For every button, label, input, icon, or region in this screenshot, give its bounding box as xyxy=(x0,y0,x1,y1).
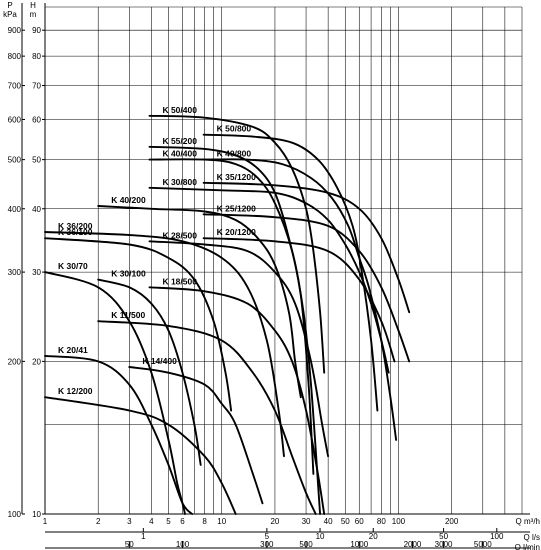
curve-k-50-800 xyxy=(202,133,379,412)
q-ls-tick-label-50: 50 xyxy=(439,532,448,541)
q-m3h-tick-label-10: 10 xyxy=(217,517,226,526)
curve-layer xyxy=(44,114,411,515)
q-m3h-tick-label-8: 8 xyxy=(202,517,207,526)
p-tick-label-500: 500 xyxy=(8,156,22,165)
curve-label-k-14-400: K 14/400 xyxy=(142,356,177,366)
q-m3h-unit-label: Q m³/h xyxy=(516,517,540,526)
p-unit-sub: kPa xyxy=(3,10,17,19)
curve-label-k-25-1200: K 25/1200 xyxy=(217,203,256,213)
curve-label-k-35-1200: K 35/1200 xyxy=(217,172,256,182)
h-tick-label-90: 90 xyxy=(32,26,41,35)
p-tick-label-400: 400 xyxy=(8,205,22,214)
p-tick-label-900: 900 xyxy=(8,26,22,35)
curve-k-36-200 xyxy=(44,231,285,458)
q-m3h-tick-label-60: 60 xyxy=(355,517,364,526)
q-ls-tick-label-5: 5 xyxy=(265,532,270,541)
q-m3h-tick-label-6: 6 xyxy=(180,517,185,526)
curve-k-12-200 xyxy=(44,396,237,515)
curve-label-k-18-500: K 18/500 xyxy=(162,276,197,286)
q-m3h-tick-label-4: 4 xyxy=(149,517,154,526)
curve-label-k-40-400: K 40/400 xyxy=(162,149,197,159)
p-tick-label-800: 800 xyxy=(8,52,22,61)
h-tick-label-60: 60 xyxy=(32,115,41,124)
curve-k-35-1200 xyxy=(202,181,411,314)
curve-k-36-100 xyxy=(44,237,233,412)
p-tick-label-100: 100 xyxy=(8,510,22,519)
q-lmin-tick-label-1000: 1000 xyxy=(350,540,368,549)
q-m3h-tick-label-5: 5 xyxy=(166,517,171,526)
curve-label-k-50-400: K 50/400 xyxy=(162,105,197,115)
p-tick-label-300: 300 xyxy=(8,268,22,277)
q-ls-tick-label-100: 100 xyxy=(490,532,504,541)
curve-label-k-28-500: K 28/500 xyxy=(162,230,197,240)
curve-label-k-12-200: K 12/200 xyxy=(58,386,93,396)
curve-k-14-400 xyxy=(128,366,264,505)
p-tick-label-600: 600 xyxy=(8,115,22,124)
h-unit-label: H xyxy=(30,1,36,10)
q-ls-tick-label-20: 20 xyxy=(369,532,378,541)
q-lmin-tick-label-3000: 3000 xyxy=(435,540,453,549)
curve-label-k-55-200: K 55/200 xyxy=(162,136,197,146)
q-lmin-tick-label-50: 50 xyxy=(125,540,134,549)
q-ls-unit-label: Q l/s xyxy=(524,533,540,542)
h-tick-label-20: 20 xyxy=(32,357,41,366)
curve-label-k-11-500: K 11/500 xyxy=(111,310,145,320)
curve-label-k-36-100: K 36/100 xyxy=(58,227,93,237)
curve-label-k-20-41: K 20/41 xyxy=(58,345,88,355)
h-unit-sub: m xyxy=(30,10,37,19)
q-m3h-tick-label-100: 100 xyxy=(392,517,406,526)
curve-k-40-800 xyxy=(202,158,398,441)
curve-k-25-1200 xyxy=(202,213,411,363)
h-tick-label-70: 70 xyxy=(32,82,41,91)
q-m3h-tick-label-50: 50 xyxy=(341,517,350,526)
curve-label-k-40-200: K 40/200 xyxy=(111,195,146,205)
q-m3h-tick-label-40: 40 xyxy=(324,517,333,526)
p-tick-label-200: 200 xyxy=(8,357,22,366)
curve-label-k-36-200: K 36/200 xyxy=(58,221,93,231)
curve-label-k-30-70: K 30/70 xyxy=(58,261,88,271)
h-tick-label-30: 30 xyxy=(32,268,41,277)
q-lmin-tick-label-2000: 2000 xyxy=(404,540,422,549)
q-lmin-unit-label: Q l/min xyxy=(515,543,540,550)
curve-k-50-400 xyxy=(148,114,326,374)
curve-k-55-200 xyxy=(148,145,315,475)
q-ls-tick-label-10: 10 xyxy=(316,532,325,541)
h-tick-label-50: 50 xyxy=(32,156,41,165)
curve-k-40-400 xyxy=(148,158,322,515)
h-tick-label-80: 80 xyxy=(32,52,41,61)
q-lmin-tick-label-100: 100 xyxy=(176,540,190,549)
curve-k-40-200 xyxy=(97,205,302,399)
q-ls-tick-label-1: 1 xyxy=(141,532,146,541)
q-lmin-tick-label-300: 300 xyxy=(260,540,274,549)
p-unit-label: P xyxy=(7,1,12,10)
q-lmin-tick-label-5000: 5000 xyxy=(474,540,492,549)
curve-label-k-20-1200: K 20/1200 xyxy=(217,227,256,237)
curve-label-k-30-800: K 30/800 xyxy=(162,177,197,187)
q-m3h-tick-label-200: 200 xyxy=(445,517,459,526)
q-m3h-tick-label-2: 2 xyxy=(96,517,101,526)
curve-k-30-100 xyxy=(97,278,202,466)
h-tick-label-40: 40 xyxy=(32,205,41,214)
label-layer: K 50/400 K 50/800 K 55/200 K 40/400 K 40/800… xyxy=(58,105,256,396)
curve-k-28-500 xyxy=(148,240,330,458)
curve-k-18-500 xyxy=(148,286,326,515)
q-m3h-tick-label-80: 80 xyxy=(377,517,386,526)
curve-label-k-50-800: K 50/800 xyxy=(217,124,252,134)
q-m3h-tick-label-30: 30 xyxy=(302,517,311,526)
h-tick-label-10: 10 xyxy=(32,510,41,519)
curve-label-k-30-100: K 30/100 xyxy=(111,269,146,279)
q-m3h-tick-label-20: 20 xyxy=(270,517,279,526)
q-m3h-tick-label-3: 3 xyxy=(127,517,132,526)
grid-layer xyxy=(44,6,523,515)
q-lmin-tick-label-500: 500 xyxy=(299,540,313,549)
axis-layer: 10 20 30 40 50 60 70 80 90 Hm 100 200 300 400 500 600 70… xyxy=(3,1,540,550)
curve-label-k-40-800: K 40/800 xyxy=(217,149,252,159)
q-m3h-tick-label-1: 1 xyxy=(43,517,48,526)
curve-k-20-1200 xyxy=(202,237,396,363)
curve-k-20-41 xyxy=(44,354,194,515)
curve-k-11-500 xyxy=(97,320,317,515)
p-tick-label-700: 700 xyxy=(8,82,22,91)
